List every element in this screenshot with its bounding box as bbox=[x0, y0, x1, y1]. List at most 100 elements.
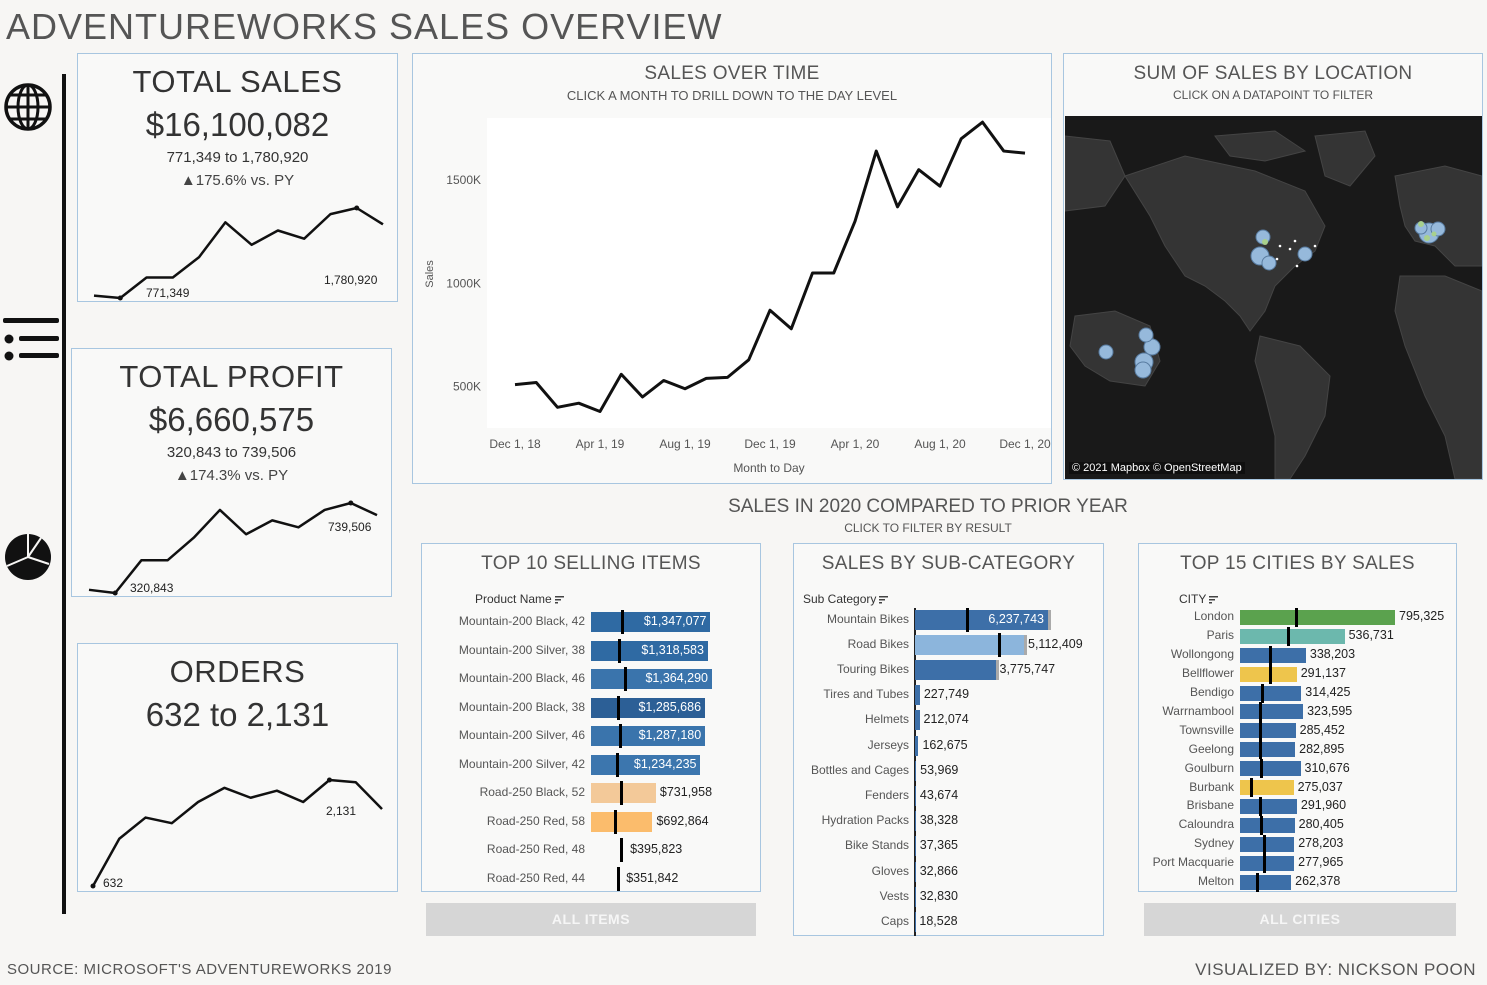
kpi-total-sales-card[interactable]: TOTAL SALES $16,100,082 771,349 to 1,780… bbox=[77, 53, 398, 302]
item-row[interactable]: Mountain-200 Black, 38 $1,285,686 bbox=[422, 694, 760, 723]
list-icon[interactable] bbox=[3, 316, 59, 364]
sales-bar[interactable] bbox=[915, 710, 920, 731]
city-row[interactable]: Goulburn 310,676 bbox=[1139, 759, 1456, 779]
city-row[interactable]: Brisbane 291,960 bbox=[1139, 796, 1456, 816]
sales-bar[interactable] bbox=[915, 659, 996, 680]
item-row[interactable]: Road-250 Red, 58 $692,864 bbox=[422, 808, 760, 837]
city-row[interactable]: Geelong 282,895 bbox=[1139, 740, 1456, 760]
sub-category-row[interactable]: Touring Bikes 3,775,747 bbox=[794, 657, 1103, 682]
sales-bar[interactable] bbox=[915, 861, 916, 882]
sort-icon[interactable] bbox=[879, 595, 889, 605]
sales-sparkline: 771,349 1,780,920 bbox=[93, 205, 384, 301]
sparkline-min-point bbox=[112, 590, 118, 596]
map-points[interactable] bbox=[1098, 221, 1446, 379]
sales-bar[interactable] bbox=[1240, 780, 1294, 796]
sales-bar[interactable] bbox=[915, 886, 916, 907]
sales-bar[interactable] bbox=[1240, 666, 1297, 682]
sales-bar[interactable] bbox=[915, 609, 1048, 630]
city-row[interactable]: Melton 262,378 bbox=[1139, 872, 1456, 892]
kpi-total-profit-card[interactable]: TOTAL PROFIT $6,660,575 320,843 to 739,5… bbox=[71, 348, 392, 597]
bar-value-label: 282,895 bbox=[1299, 741, 1345, 756]
kpi-orders-card[interactable]: ORDERS 632 to 2,131 632 2,131 bbox=[77, 643, 398, 892]
city-row[interactable]: Port Macquarie 277,965 bbox=[1139, 853, 1456, 873]
column-header-city[interactable]: CITY bbox=[1179, 592, 1219, 606]
item-row[interactable]: Mountain-200 Silver, 38 $1,318,583 bbox=[422, 637, 760, 666]
all-items-button[interactable]: ALL ITEMS bbox=[426, 903, 756, 936]
sales-over-time-panel[interactable]: SALES OVER TIME CLICK A MONTH TO DRILL D… bbox=[412, 53, 1052, 484]
sales-bar[interactable] bbox=[591, 669, 712, 690]
city-row[interactable]: Townsville 285,452 bbox=[1139, 721, 1456, 741]
city-row[interactable]: London 795,325 bbox=[1139, 607, 1456, 627]
sort-icon[interactable] bbox=[554, 595, 564, 605]
sub-category-row[interactable]: Bottles and Cages 53,969 bbox=[794, 758, 1103, 783]
item-row[interactable]: Road-250 Red, 48 $395,823 bbox=[422, 836, 760, 865]
sub-category-row[interactable]: Caps 18,528 bbox=[794, 909, 1103, 934]
sales-bar[interactable] bbox=[915, 634, 1024, 655]
sub-category-row[interactable]: Bike Stands 37,365 bbox=[794, 834, 1103, 859]
sales-map-panel[interactable]: SUM OF SALES BY LOCATION CLICK ON A DATA… bbox=[1063, 53, 1483, 480]
sales-series-line[interactable] bbox=[514, 120, 1026, 413]
sub-category-row[interactable]: Gloves 32,866 bbox=[794, 859, 1103, 884]
sub-category-row[interactable]: Helmets 212,074 bbox=[794, 708, 1103, 733]
pie-chart-icon[interactable] bbox=[3, 532, 53, 582]
all-cities-button[interactable]: ALL CITIES bbox=[1144, 903, 1456, 936]
map-points-green[interactable] bbox=[1262, 221, 1437, 245]
item-row[interactable]: Mountain-200 Black, 46 $1,364,290 bbox=[422, 665, 760, 694]
sales-bar[interactable] bbox=[915, 811, 916, 832]
top-items-panel[interactable]: TOP 10 SELLING ITEMS Product Name Mounta… bbox=[421, 543, 761, 892]
sub-category-row[interactable]: Mountain Bikes 6,237,743 bbox=[794, 607, 1103, 632]
sales-bar[interactable] bbox=[1240, 817, 1295, 833]
prior-year-marker bbox=[1255, 872, 1259, 892]
sales-bar[interactable] bbox=[915, 785, 916, 806]
globe-icon[interactable] bbox=[3, 82, 53, 132]
item-row[interactable]: Mountain-200 Silver, 46 $1,287,180 bbox=[422, 722, 760, 751]
city-row[interactable]: Sydney 278,203 bbox=[1139, 834, 1456, 854]
sort-icon[interactable] bbox=[1209, 595, 1219, 605]
sales-bar[interactable] bbox=[1240, 855, 1295, 871]
sales-bar[interactable] bbox=[1240, 685, 1302, 701]
sales-line-chart[interactable]: 500K 1000K 1500K Dec 1, 18 Apr 1, 19 Aug 1, … bbox=[413, 116, 1051, 483]
sub-category-row[interactable]: Tires and Tubes 227,749 bbox=[794, 683, 1103, 708]
sales-bar[interactable] bbox=[1240, 628, 1345, 644]
sales-bar[interactable] bbox=[1240, 609, 1395, 625]
sales-bar[interactable] bbox=[1240, 874, 1292, 890]
world-map[interactable] bbox=[1065, 116, 1482, 479]
top-cities-panel[interactable]: TOP 15 CITIES BY SALES CITY London 795,32… bbox=[1138, 543, 1457, 892]
map-attribution[interactable]: © 2021 Mapbox © OpenStreetMap bbox=[1069, 462, 1245, 474]
city-row[interactable]: Burbank 275,037 bbox=[1139, 778, 1456, 798]
sales-bar[interactable] bbox=[591, 612, 711, 633]
column-header-sub-category[interactable]: Sub Category bbox=[803, 592, 889, 606]
sales-bar[interactable] bbox=[591, 783, 656, 804]
sub-category-row[interactable]: Road Bikes 5,112,409 bbox=[794, 632, 1103, 657]
sales-bar[interactable] bbox=[591, 811, 653, 832]
sales-bar[interactable] bbox=[1240, 742, 1296, 758]
city-row[interactable]: Wollongong 338,203 bbox=[1139, 645, 1456, 665]
sales-bar[interactable] bbox=[915, 735, 919, 756]
sales-bar[interactable] bbox=[1240, 761, 1301, 777]
city-row[interactable]: Bendigo 314,425 bbox=[1139, 683, 1456, 703]
sub-category-row[interactable]: Vests 32,830 bbox=[794, 884, 1103, 909]
sub-category-row[interactable]: Fenders 43,674 bbox=[794, 783, 1103, 808]
bar-value-label: $692,864 bbox=[656, 813, 709, 828]
sales-bar[interactable] bbox=[915, 760, 917, 781]
sales-bar[interactable] bbox=[1240, 836, 1295, 852]
sales-bar[interactable] bbox=[1240, 723, 1296, 739]
sales-bar[interactable] bbox=[915, 685, 920, 706]
column-header-product-name[interactable]: Product Name bbox=[475, 592, 564, 606]
item-row[interactable]: Road-250 Red, 44 $351,842 bbox=[422, 865, 760, 894]
item-row[interactable]: Mountain-200 Silver, 42 $1,234,235 bbox=[422, 751, 760, 780]
sub-category-row[interactable]: Jerseys 162,675 bbox=[794, 733, 1103, 758]
city-row[interactable]: Warrnambool 323,595 bbox=[1139, 702, 1456, 722]
sales-bar[interactable] bbox=[915, 836, 916, 857]
sales-bar[interactable] bbox=[1240, 798, 1297, 814]
item-row[interactable]: Road-250 Black, 52 $731,958 bbox=[422, 779, 760, 808]
item-row[interactable]: Mountain-200 Black, 42 $1,347,077 bbox=[422, 608, 760, 637]
sales-bar[interactable] bbox=[1240, 704, 1304, 720]
city-row[interactable]: Caloundra 280,405 bbox=[1139, 815, 1456, 835]
sub-category-row[interactable]: Hydration Packs 38,328 bbox=[794, 809, 1103, 834]
row-label: Mountain-200 Silver, 38 bbox=[458, 642, 585, 657]
city-row[interactable]: Paris 536,731 bbox=[1139, 626, 1456, 646]
city-row[interactable]: Bellflower 291,137 bbox=[1139, 664, 1456, 684]
sales-bar[interactable] bbox=[1240, 647, 1306, 663]
sub-category-panel[interactable]: SALES BY SUB-CATEGORY Sub Category Mount… bbox=[793, 543, 1104, 936]
